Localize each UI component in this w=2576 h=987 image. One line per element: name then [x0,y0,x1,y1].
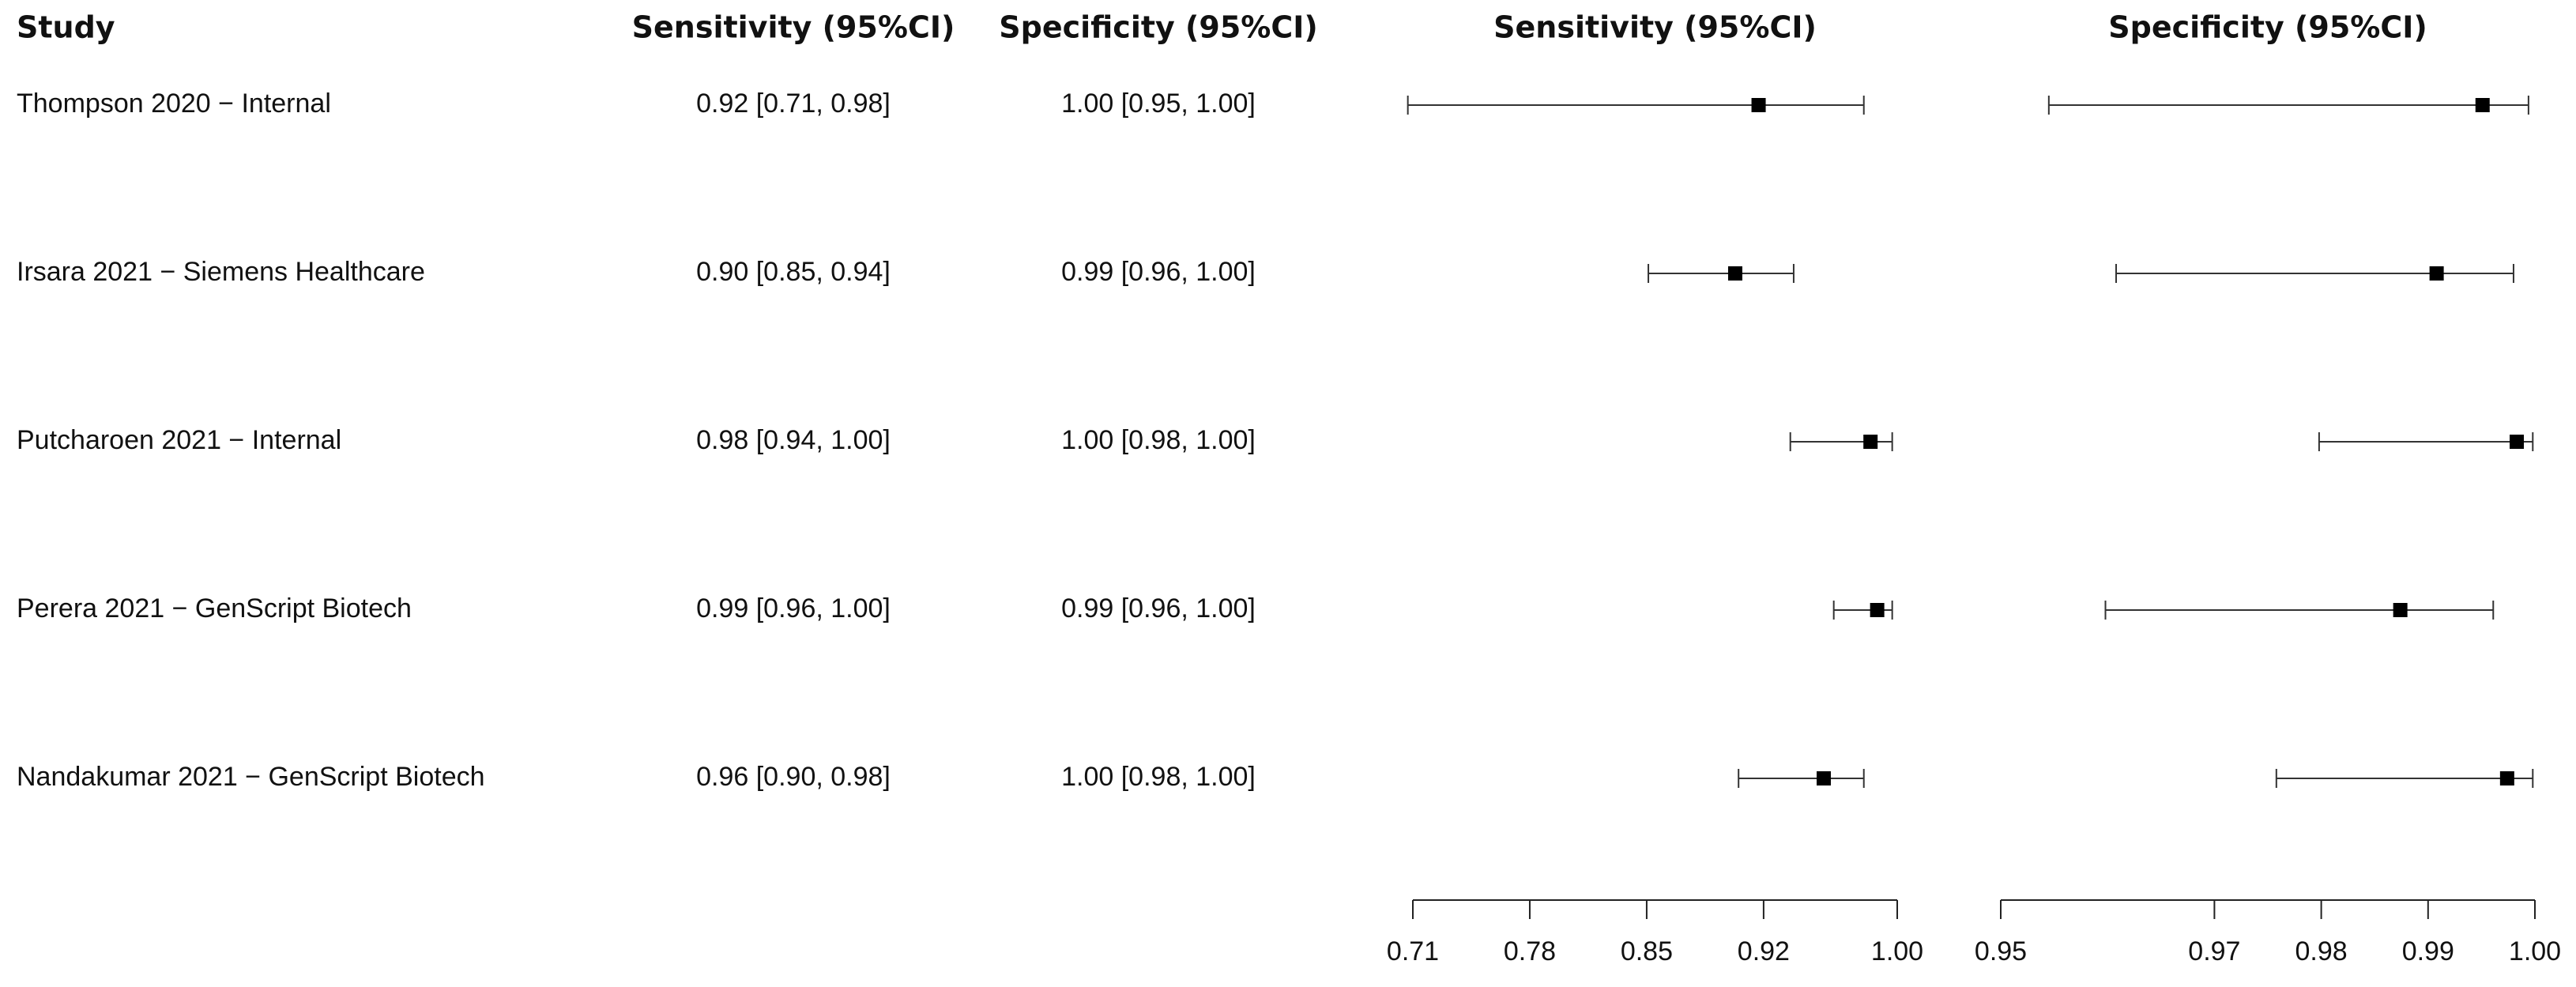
column-header: Specificity (95%CI) [999,10,1318,45]
x-tick-label: 0.97 [2188,936,2240,966]
study-label: Thompson 2020 − Internal [17,89,331,119]
x-tick-label: 0.92 [1738,936,1790,966]
study-label: Nandakumar 2021 − GenScript Biotech [17,762,485,792]
x-tick-label: 0.99 [2402,936,2454,966]
point-estimate [1863,435,1878,449]
x-tick-label: 0.71 [1387,936,1439,966]
estimate-label: 1.00 [0.98, 1.00] [1061,425,1256,455]
point-estimate [2393,603,2408,617]
study-label: Putcharoen 2021 − Internal [17,425,341,455]
estimate-label: 1.00 [0.98, 1.00] [1061,762,1256,792]
estimate-label: 0.92 [0.71, 0.98] [696,89,891,119]
estimate-label: 1.00 [0.95, 1.00] [1061,89,1256,119]
estimate-label: 0.96 [0.90, 0.98] [696,762,891,792]
x-tick-label: 0.98 [2295,936,2348,966]
study-header: Study [17,10,115,45]
study-label: Perera 2021 − GenScript Biotech [17,593,412,623]
panel-title: Sensitivity (95%CI) [1493,10,1817,45]
estimate-label: 0.99 [0.96, 1.00] [696,593,891,623]
estimate-label: 0.98 [0.94, 1.00] [696,425,891,455]
panel-title: Specificity (95%CI) [2108,10,2427,45]
x-tick-label: 0.95 [1975,936,2027,966]
column-header: Sensitivity (95%CI) [632,10,955,45]
point-estimate [1751,98,1766,112]
point-estimate [2499,771,2514,785]
estimate-label: 0.99 [0.96, 1.00] [1061,593,1256,623]
x-tick-label: 0.85 [1621,936,1673,966]
point-estimate [1816,771,1831,785]
estimate-label: 0.99 [0.96, 1.00] [1061,257,1256,287]
point-estimate [2429,266,2444,281]
point-estimate [1727,266,1742,281]
x-tick-label: 0.78 [1504,936,1556,966]
study-label: Irsara 2021 − Siemens Healthcare [17,257,425,287]
point-estimate [2475,98,2490,112]
estimate-label: 0.90 [0.85, 0.94] [696,257,891,287]
point-estimate [2510,435,2525,449]
point-estimate [1870,603,1885,617]
x-tick-label: 1.00 [1871,936,1923,966]
x-tick-label: 1.00 [2509,936,2561,966]
